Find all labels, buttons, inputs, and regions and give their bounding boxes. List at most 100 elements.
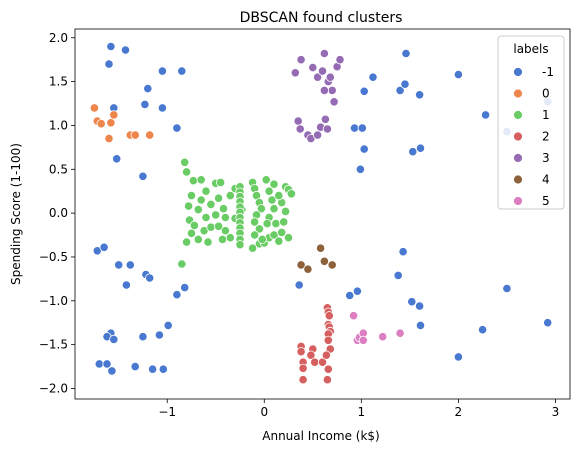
data-point-label--1-28: [94, 359, 104, 369]
data-point-label--1-1: [120, 45, 131, 55]
legend-marker-3: [513, 153, 523, 163]
data-point-label-1-0: [180, 157, 190, 167]
data-point-label-1-3: [196, 175, 206, 185]
data-point-label-3-7: [327, 85, 337, 96]
data-point-label-3-2: [308, 62, 318, 73]
data-point-label-1-68: [277, 227, 287, 237]
data-point-label-1-10: [206, 199, 216, 209]
data-point-label-1-31: [193, 234, 203, 244]
data-point-label-4-3: [319, 256, 329, 266]
data-point-label-1-61: [264, 186, 274, 196]
legend-label-0: 0: [542, 87, 550, 101]
x-tick-label: 1: [358, 405, 366, 419]
legend-marker-1: [513, 110, 523, 120]
data-point-label-4-1: [303, 264, 313, 274]
data-point-label--1-23: [138, 332, 148, 342]
y-tick-label: −1.0: [39, 294, 68, 308]
data-point-label--1-41: [415, 320, 426, 330]
legend-items: -1 0 1 2 3 4 5: [513, 65, 554, 208]
data-point-label--1-7: [140, 99, 150, 110]
legend-title: labels: [513, 42, 548, 56]
data-point-label-1-34: [177, 259, 187, 269]
data-point-label-3-8: [329, 97, 339, 107]
data-point-label--1-40: [414, 301, 425, 311]
data-point-label--1-15: [125, 260, 135, 270]
data-point-label-1-7: [201, 186, 211, 196]
data-point-label--1-17: [145, 273, 155, 283]
data-point-label--1-38: [393, 270, 403, 280]
data-point-label-5-0: [348, 311, 359, 321]
data-point-label-1-2: [188, 176, 198, 186]
plot-frame: [74, 28, 571, 400]
y-tick-label: −0.5: [39, 250, 68, 264]
data-point-label-0-0: [89, 103, 100, 113]
y-tick-label: −2.0: [39, 381, 68, 395]
data-point-label-2-7: [310, 357, 320, 367]
data-point-label-3-4: [319, 48, 329, 59]
data-point-label-3-19: [320, 114, 330, 124]
data-point-label-0-4: [106, 118, 116, 128]
data-point-label-1-11: [214, 193, 224, 203]
data-point-label--1-42: [453, 352, 463, 362]
data-point-label--1-46: [401, 48, 411, 59]
data-point-label--1-18: [121, 280, 132, 290]
data-point-label--1-26: [109, 334, 119, 344]
data-point-label--1-21: [172, 290, 182, 300]
data-point-label-3-14: [295, 124, 305, 134]
data-point-label-1-30: [203, 237, 213, 247]
data-point-label-5-4: [358, 335, 368, 345]
y-axis-ticks: −2.0 −1.5 −1.0 −0.5 0.0 0.5 1.0 1.5 2.0: [39, 31, 75, 395]
data-point-label--1-2: [104, 59, 114, 69]
data-point-label-1-78: [269, 179, 279, 189]
legend-marker-2: [513, 131, 523, 142]
data-point-label--1-39: [407, 297, 417, 307]
data-point-label-2-4: [298, 375, 308, 385]
data-point-label-1-13: [225, 191, 235, 201]
data-point-label--1-3: [157, 66, 167, 76]
legend-marker--1: [513, 67, 523, 77]
data-point-label-1-23: [189, 220, 199, 230]
data-point-label--1-9: [112, 154, 122, 164]
data-point-label--1-14: [114, 260, 124, 270]
data-point-label-1-26: [214, 221, 224, 231]
data-point-label-3-3: [312, 72, 323, 82]
data-point-label--1-0: [106, 41, 116, 52]
data-point-label-0-2: [96, 119, 106, 129]
y-tick-label: 0.5: [49, 162, 68, 176]
x-tick-label: 3: [552, 405, 560, 419]
data-point-label-2-18: [321, 350, 331, 360]
data-point-label--1-10: [138, 171, 148, 181]
y-tick-label: −1.5: [39, 338, 68, 352]
data-point-label-3-1: [296, 55, 306, 65]
data-point-label--1-13: [99, 242, 109, 252]
legend-label--1: -1: [542, 65, 554, 79]
data-point-label-1-53: [250, 217, 260, 227]
data-point-label--1-37: [398, 247, 408, 257]
data-point-label-1-33: [186, 228, 197, 238]
data-point-label-3-10: [317, 66, 328, 76]
data-point-label-1-62: [267, 195, 277, 205]
legend-box: [497, 35, 565, 210]
data-point-label-3-6: [325, 72, 335, 82]
data-point-label--1-60: [415, 143, 426, 153]
data-point-label--1-22: [163, 320, 173, 330]
data-point-label-3-13: [293, 116, 303, 126]
data-point-label-0-7: [130, 130, 140, 140]
data-point-label--1-56: [349, 123, 360, 133]
data-point-label-1-54: [254, 224, 264, 234]
legend-marker-0: [513, 88, 523, 99]
data-point-label-1-21: [193, 205, 203, 215]
data-point-label-1-5: [184, 201, 194, 211]
y-tick-label: 0.0: [49, 206, 68, 220]
data-point-label-1-18: [220, 212, 230, 223]
data-point-label--1-51: [414, 90, 425, 100]
data-point-label-3-17: [312, 130, 323, 140]
data-point-label-1-20: [201, 212, 211, 223]
data-point-label-1-57: [248, 243, 258, 253]
data-point-label-1-60: [261, 175, 271, 185]
data-point-label-0-5: [104, 134, 114, 144]
legend-marker-5: [513, 196, 523, 206]
data-point-label-1-77: [257, 234, 267, 244]
data-point-label-3-20: [322, 124, 332, 134]
